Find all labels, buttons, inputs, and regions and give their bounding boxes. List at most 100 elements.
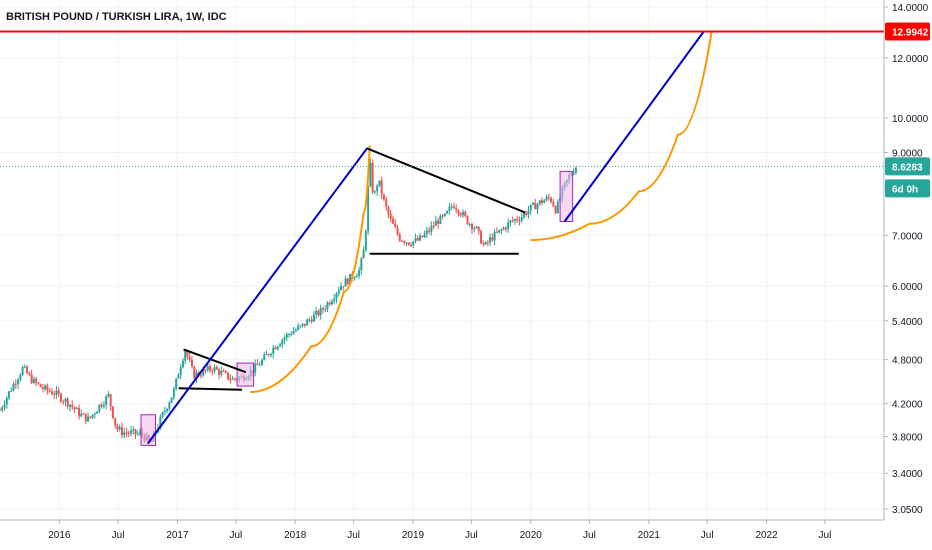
growth-curve xyxy=(250,145,371,394)
candle-body xyxy=(498,229,501,233)
candle-body xyxy=(358,270,361,276)
candle-body xyxy=(292,331,295,335)
candle-body xyxy=(28,373,31,375)
time-tick-label: 2020 xyxy=(520,530,543,541)
time-tick-label: Jul xyxy=(347,530,360,541)
candle-body xyxy=(538,200,541,205)
candle-body xyxy=(265,354,268,356)
candle-body xyxy=(321,308,324,310)
candle-body xyxy=(254,363,257,373)
candle-body xyxy=(59,393,62,402)
resistance-price-tag: 12.9942 xyxy=(892,28,929,39)
candle-body xyxy=(452,206,455,209)
candle-body xyxy=(373,191,376,193)
candle-body xyxy=(184,350,187,361)
time-tick-label: 2017 xyxy=(166,530,189,541)
candle-body xyxy=(324,308,327,310)
candle-body xyxy=(403,241,406,243)
candle-body xyxy=(199,375,202,377)
highlight-box xyxy=(559,170,574,223)
time-tick-label: 2021 xyxy=(638,530,661,541)
candle-body xyxy=(75,407,78,410)
time-tick-label: Jul xyxy=(819,530,832,541)
time-tick-label: 2016 xyxy=(48,530,71,541)
candle-body xyxy=(398,234,401,241)
candle-body xyxy=(355,275,358,278)
candle-body xyxy=(166,408,169,411)
candle-body xyxy=(414,238,417,242)
candle-body xyxy=(432,225,435,227)
candle-body xyxy=(428,230,431,232)
candle-body xyxy=(556,201,559,213)
candle-body xyxy=(421,235,424,238)
candle-body xyxy=(274,347,277,350)
candle-body xyxy=(32,378,35,384)
candle-body xyxy=(116,425,119,430)
candle-body xyxy=(209,366,212,371)
candle-body xyxy=(346,278,349,284)
candle-body xyxy=(310,319,313,322)
candle-body xyxy=(78,407,81,417)
candle-body xyxy=(96,411,99,414)
candle-body xyxy=(297,326,300,330)
candle-body xyxy=(0,409,1,411)
last-price-tag: 8.6283 xyxy=(892,162,923,173)
candle-body xyxy=(412,241,415,246)
candle-body xyxy=(163,410,166,413)
candle-body xyxy=(448,206,451,211)
candle-body xyxy=(335,293,338,299)
candle-body xyxy=(220,370,223,375)
candle-body xyxy=(172,388,175,398)
candle-body xyxy=(276,346,279,350)
candle-body xyxy=(389,213,392,219)
candle-body xyxy=(536,204,539,210)
candle-body xyxy=(301,323,304,326)
candle-body xyxy=(340,286,343,291)
candle-body xyxy=(105,396,108,405)
price-tick-label: 6.0000 xyxy=(892,282,923,293)
candle-body xyxy=(529,204,532,211)
candle-body xyxy=(129,430,132,434)
candle-body xyxy=(362,249,365,259)
candle-body xyxy=(394,223,397,228)
candle-body xyxy=(64,398,67,402)
candle-body xyxy=(459,213,462,216)
candle-body xyxy=(202,369,205,376)
pattern-line xyxy=(366,147,526,214)
candle-body xyxy=(407,242,410,245)
candle-body xyxy=(44,385,47,390)
trend-line xyxy=(563,31,705,223)
candle-body xyxy=(84,413,87,422)
time-tick-label: 2022 xyxy=(755,530,778,541)
candle-body xyxy=(543,200,546,203)
candle-body xyxy=(179,367,182,376)
candle-body xyxy=(218,369,221,375)
candle-body xyxy=(80,413,83,417)
candle-body xyxy=(527,210,530,215)
resistance-price-tag-bg xyxy=(885,22,930,41)
candle-body xyxy=(190,360,193,367)
price-tick-label: 10.0000 xyxy=(892,114,929,125)
candle-body xyxy=(125,432,128,434)
candle-body xyxy=(23,366,26,368)
candle-body xyxy=(371,162,374,193)
candle-body xyxy=(457,210,460,214)
annotations xyxy=(0,30,884,446)
candle-body xyxy=(545,196,548,201)
candle-body xyxy=(272,347,275,354)
candle-body xyxy=(405,242,408,244)
candle-body xyxy=(541,200,544,203)
candle-body xyxy=(520,216,523,221)
price-tick-label: 4.8000 xyxy=(892,356,923,367)
candle-body xyxy=(531,202,534,205)
countdown-tag: 6d 0h xyxy=(892,184,918,195)
time-tick-label: Jul xyxy=(229,530,242,541)
candle-body xyxy=(511,220,514,222)
candle-body xyxy=(170,397,173,403)
candle-body xyxy=(102,404,105,407)
candle-body xyxy=(215,367,218,370)
grid-layer xyxy=(0,0,884,520)
candle-body xyxy=(299,325,302,327)
candle-body xyxy=(109,394,112,407)
